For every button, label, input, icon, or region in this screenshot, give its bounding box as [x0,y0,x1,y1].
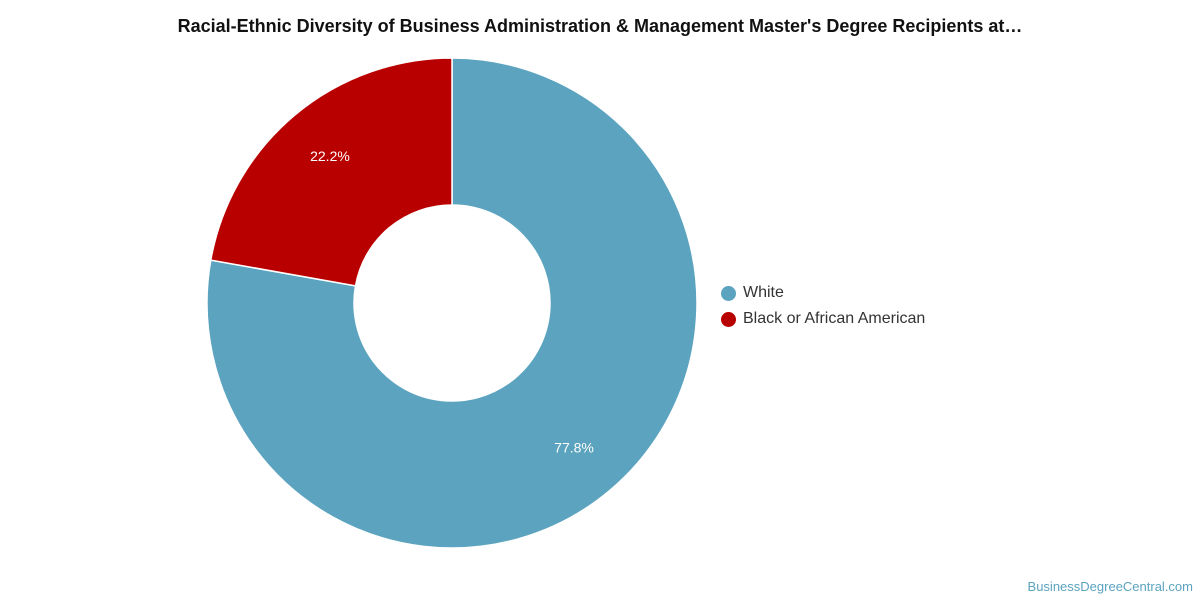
slice-data-label: 77.8% [554,439,594,455]
slice-data-label: 22.2% [310,148,350,164]
watermark-link[interactable]: BusinessDegreeCentral.com [1027,579,1193,594]
legend-swatch [721,311,736,327]
legend-label: Black or African American [743,310,926,327]
legend-swatch [721,285,736,301]
chart-title: Racial-Ethnic Diversity of Business Admi… [177,16,1023,36]
legend-item-white[interactable]: White [721,280,925,306]
donut-slice-black-or-african-american[interactable] [209,57,453,287]
legend-item-black-or-african-american[interactable]: Black or African American [721,306,925,332]
legend-label: White [743,284,784,301]
chart-legend: White Black or African American [721,280,925,332]
donut-slice-white[interactable] [206,57,698,549]
